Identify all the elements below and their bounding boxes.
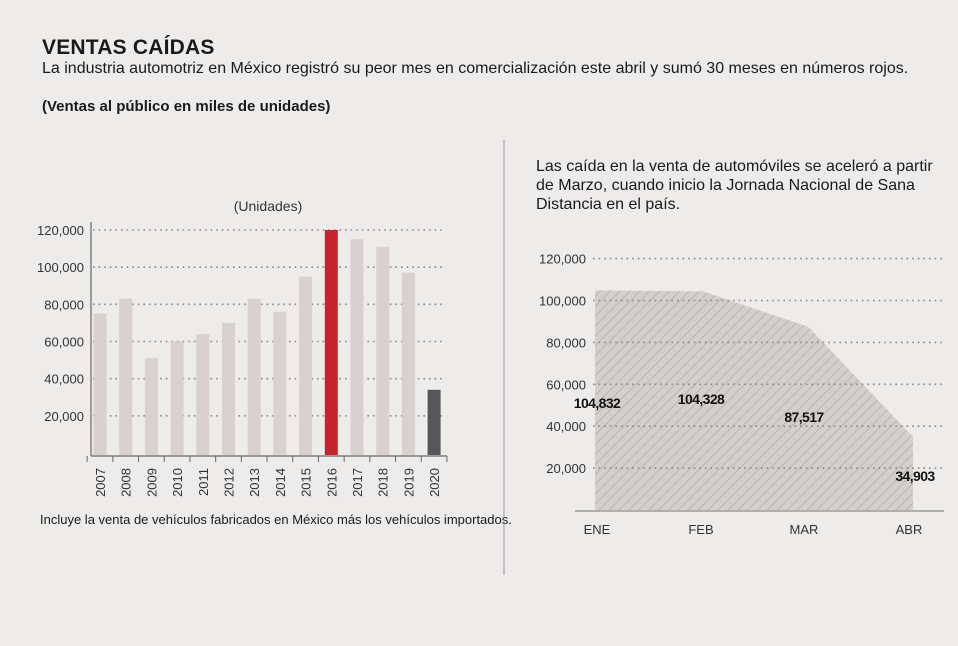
area-category-label: ENE xyxy=(584,522,611,537)
bar-2014 xyxy=(273,311,287,455)
bar-category-label: 2017 xyxy=(350,468,365,497)
bar-chart: 20,000 40,000 60,000 80,000 100,000 120,000 20… xyxy=(37,198,448,497)
area-y-tick-label: 80,000 xyxy=(546,335,586,350)
bar-2018 xyxy=(376,246,390,455)
bar-category-label: 2018 xyxy=(376,468,391,497)
bar-category-label: 2015 xyxy=(299,468,314,497)
bar-category-label: 2011 xyxy=(196,468,211,496)
area-y-tick-label: 60,000 xyxy=(546,377,586,392)
units-note: (Ventas al público en miles de unidades) xyxy=(42,98,331,115)
bar-y-tick-label: 80,000 xyxy=(44,297,84,312)
bar-2012 xyxy=(222,322,235,455)
area-category-label: ABR xyxy=(896,522,923,537)
bar-2017 xyxy=(350,239,364,455)
area-y-tick-label: 20,000 xyxy=(546,461,586,476)
bar-category-label: 2014 xyxy=(273,468,288,497)
area-y-tick-label: 100,000 xyxy=(539,294,586,309)
bar-y-tick-label: 120,000 xyxy=(37,223,84,238)
bar-category-label: 2008 xyxy=(119,468,134,497)
bar-2008 xyxy=(119,298,133,455)
bar-category-label: 2020 xyxy=(427,468,442,497)
bar-y-tick-label: 40,000 xyxy=(44,372,84,387)
chart-title: VENTAS CAÍDAS xyxy=(42,36,215,59)
bar-category-label: 2013 xyxy=(247,468,262,497)
bar-category-label: 2019 xyxy=(401,468,416,497)
area-data-label: 104,328 xyxy=(678,391,725,407)
bar-2009 xyxy=(144,358,158,455)
bar-category-label: 2012 xyxy=(222,468,237,497)
area-data-label: 34,903 xyxy=(895,468,935,484)
area-y-tick-label: 40,000 xyxy=(546,419,586,434)
area-y-tick-label: 120,000 xyxy=(539,252,586,267)
area-series xyxy=(595,290,913,510)
bar-chart-subtitle: (Unidades) xyxy=(234,198,302,214)
area-data-label: 87,517 xyxy=(784,409,824,425)
bar-2016 xyxy=(324,230,338,455)
bar-2011 xyxy=(196,334,210,455)
bar-2013 xyxy=(247,298,261,455)
bar-category-label: 2016 xyxy=(324,468,339,497)
bar-2015 xyxy=(299,276,313,455)
area-chart: 20,000 40,000 60,000 80,000 100,000 120,000 EN… xyxy=(503,140,944,575)
bar-2020 xyxy=(427,389,441,455)
footnote: Incluye la venta de vehículos fabricados… xyxy=(40,512,512,527)
area-data-label: 104,832 xyxy=(574,395,621,411)
bar-2007 xyxy=(93,313,107,455)
bar-category-label: 2009 xyxy=(144,468,159,497)
bar-y-tick-label: 100,000 xyxy=(37,260,84,275)
bar-category-label: 2010 xyxy=(170,468,185,497)
area-category-label: FEB xyxy=(688,522,713,537)
bar-category-label: 2007 xyxy=(93,468,108,497)
area-category-label: MAR xyxy=(790,522,819,537)
bar-y-tick-label: 60,000 xyxy=(44,335,84,350)
bar-2010 xyxy=(170,341,184,455)
bar-y-tick-label: 20,000 xyxy=(44,409,84,424)
chart-subtitle: La industria automotriz en México regist… xyxy=(42,60,909,77)
bar-2019 xyxy=(401,272,415,455)
right-chart-description: Las caída en la venta de automóviles se … xyxy=(536,158,933,213)
